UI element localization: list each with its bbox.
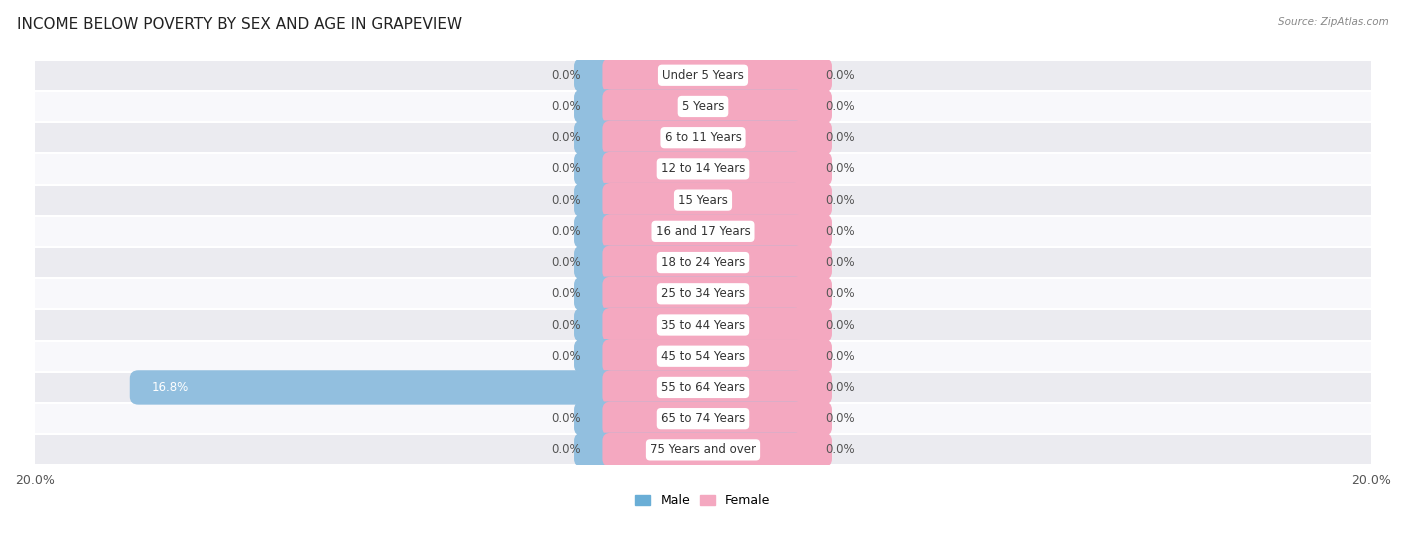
FancyBboxPatch shape (574, 277, 804, 311)
Text: 0.0%: 0.0% (825, 444, 855, 456)
Text: 65 to 74 Years: 65 to 74 Years (661, 412, 745, 425)
FancyBboxPatch shape (574, 401, 804, 436)
Text: 0.0%: 0.0% (551, 100, 581, 113)
FancyBboxPatch shape (574, 432, 804, 467)
FancyBboxPatch shape (602, 401, 832, 436)
Text: INCOME BELOW POVERTY BY SEX AND AGE IN GRAPEVIEW: INCOME BELOW POVERTY BY SEX AND AGE IN G… (17, 17, 463, 32)
FancyBboxPatch shape (35, 247, 1371, 278)
Text: 0.0%: 0.0% (825, 412, 855, 425)
FancyBboxPatch shape (574, 339, 804, 373)
Text: 0.0%: 0.0% (825, 381, 855, 394)
FancyBboxPatch shape (602, 371, 832, 405)
FancyBboxPatch shape (574, 214, 804, 248)
FancyBboxPatch shape (574, 121, 804, 155)
FancyBboxPatch shape (35, 91, 1371, 122)
Text: 12 to 14 Years: 12 to 14 Years (661, 162, 745, 175)
Legend: Male, Female: Male, Female (630, 489, 776, 512)
FancyBboxPatch shape (602, 183, 832, 217)
Text: Under 5 Years: Under 5 Years (662, 69, 744, 82)
Text: 16.8%: 16.8% (152, 381, 188, 394)
Text: 0.0%: 0.0% (551, 131, 581, 144)
Text: 0.0%: 0.0% (825, 162, 855, 175)
Text: 75 Years and over: 75 Years and over (650, 444, 756, 456)
Text: 16 and 17 Years: 16 and 17 Years (655, 225, 751, 238)
Text: 18 to 24 Years: 18 to 24 Years (661, 256, 745, 269)
FancyBboxPatch shape (602, 214, 832, 248)
Text: 0.0%: 0.0% (551, 444, 581, 456)
Text: 0.0%: 0.0% (551, 194, 581, 206)
FancyBboxPatch shape (602, 308, 832, 342)
Text: 0.0%: 0.0% (825, 100, 855, 113)
Text: 35 to 44 Years: 35 to 44 Years (661, 319, 745, 331)
Text: 6 to 11 Years: 6 to 11 Years (665, 131, 741, 144)
FancyBboxPatch shape (35, 185, 1371, 216)
Text: 0.0%: 0.0% (551, 412, 581, 425)
FancyBboxPatch shape (574, 246, 804, 280)
Text: 0.0%: 0.0% (551, 350, 581, 363)
FancyBboxPatch shape (574, 183, 804, 217)
FancyBboxPatch shape (35, 309, 1371, 340)
FancyBboxPatch shape (602, 339, 832, 373)
FancyBboxPatch shape (602, 432, 832, 467)
FancyBboxPatch shape (574, 89, 804, 124)
FancyBboxPatch shape (602, 277, 832, 311)
FancyBboxPatch shape (35, 60, 1371, 91)
Text: 0.0%: 0.0% (825, 287, 855, 300)
FancyBboxPatch shape (35, 340, 1371, 372)
Text: Source: ZipAtlas.com: Source: ZipAtlas.com (1278, 17, 1389, 27)
FancyBboxPatch shape (602, 121, 832, 155)
Text: 0.0%: 0.0% (551, 162, 581, 175)
Text: 0.0%: 0.0% (825, 194, 855, 206)
Text: 0.0%: 0.0% (551, 319, 581, 331)
FancyBboxPatch shape (602, 58, 832, 93)
FancyBboxPatch shape (602, 89, 832, 124)
Text: 0.0%: 0.0% (825, 256, 855, 269)
Text: 0.0%: 0.0% (825, 319, 855, 331)
Text: 45 to 54 Years: 45 to 54 Years (661, 350, 745, 363)
Text: 0.0%: 0.0% (825, 350, 855, 363)
Text: 0.0%: 0.0% (551, 225, 581, 238)
FancyBboxPatch shape (35, 153, 1371, 185)
FancyBboxPatch shape (35, 278, 1371, 309)
Text: 0.0%: 0.0% (551, 69, 581, 82)
FancyBboxPatch shape (574, 152, 804, 186)
Text: 15 Years: 15 Years (678, 194, 728, 206)
FancyBboxPatch shape (574, 308, 804, 342)
FancyBboxPatch shape (574, 58, 804, 93)
Text: 0.0%: 0.0% (825, 131, 855, 144)
FancyBboxPatch shape (602, 152, 832, 186)
FancyBboxPatch shape (129, 371, 804, 405)
Text: 0.0%: 0.0% (825, 69, 855, 82)
Text: 0.0%: 0.0% (551, 256, 581, 269)
FancyBboxPatch shape (35, 122, 1371, 153)
Text: 5 Years: 5 Years (682, 100, 724, 113)
Text: 0.0%: 0.0% (551, 287, 581, 300)
FancyBboxPatch shape (602, 246, 832, 280)
FancyBboxPatch shape (35, 403, 1371, 434)
Text: 0.0%: 0.0% (825, 225, 855, 238)
FancyBboxPatch shape (35, 372, 1371, 403)
FancyBboxPatch shape (35, 434, 1371, 465)
Text: 55 to 64 Years: 55 to 64 Years (661, 381, 745, 394)
FancyBboxPatch shape (35, 216, 1371, 247)
Text: 25 to 34 Years: 25 to 34 Years (661, 287, 745, 300)
